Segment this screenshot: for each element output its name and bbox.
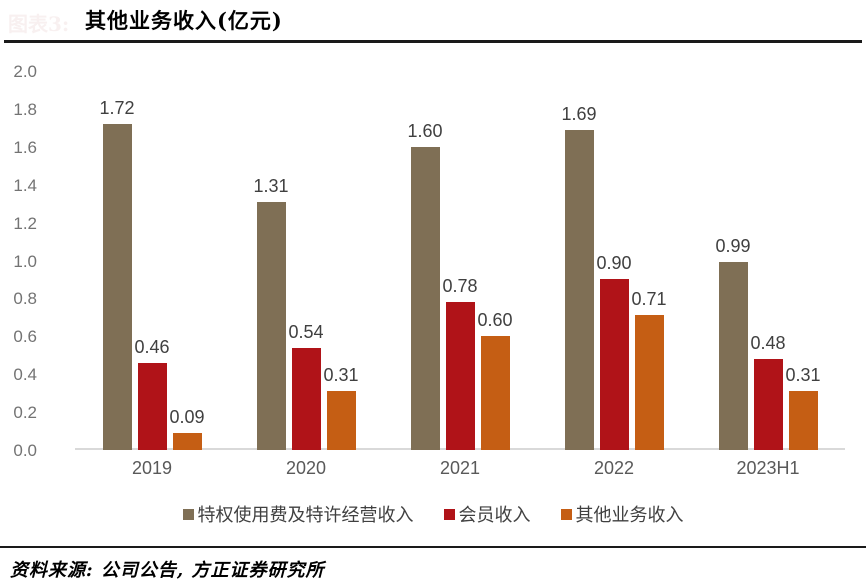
bar-value-label: 0.46: [134, 337, 170, 357]
bar-series-2: [291, 348, 321, 450]
legend-swatch-icon: [182, 508, 194, 520]
bar-series-1: [564, 130, 594, 450]
bar-value-label: 0.31: [323, 365, 359, 385]
legend-item-3: 其他业务收入: [560, 501, 684, 527]
bar-value-label: 0.48: [750, 333, 786, 353]
y-axis-tick-label: 2.0: [13, 62, 37, 81]
bar-series-2: [137, 363, 167, 450]
legend-swatch-icon: [443, 508, 455, 520]
bar-value-label: 0.78: [442, 276, 478, 296]
top-divider: [4, 40, 862, 43]
y-axis-tick-label: 1.0: [13, 251, 37, 271]
bar-value-label: 0.99: [715, 236, 751, 256]
bar-series-3: [172, 433, 202, 450]
bar-value-label: 1.72: [99, 98, 135, 118]
bar-value-label: 1.60: [407, 121, 443, 141]
bar-wrap: 0.60: [477, 311, 513, 450]
bar-value-label: 0.90: [596, 253, 632, 273]
y-axis-tick-label: 0.8: [13, 289, 37, 309]
bar-wrap: 0.78: [442, 277, 478, 450]
legend-item-2: 会员收入: [443, 501, 531, 527]
legend-label: 会员收入: [458, 505, 531, 525]
x-axis-label-2019: 2019: [131, 458, 173, 478]
bar-value-label: 0.60: [477, 310, 513, 330]
bar-wrap: 0.09: [169, 408, 205, 450]
bar-value-label: 0.54: [288, 322, 324, 342]
bar-wrap: 0.31: [785, 366, 821, 450]
bar-series-1: [256, 202, 286, 450]
y-axis-tick-label: 0.6: [13, 327, 37, 347]
bar-series-2: [599, 279, 629, 450]
bar-wrap: 1.72: [99, 99, 135, 450]
y-axis-tick-label: 1.8: [13, 99, 37, 119]
legend-item-1: 特权使用费及特许经营收入: [182, 501, 414, 527]
bar-series-1: [102, 124, 132, 450]
y-axis-tick-label: 1.4: [13, 175, 37, 195]
bar-wrap: 0.46: [134, 338, 170, 450]
bar-value-label: 1.69: [561, 104, 597, 124]
x-axis-labels: 2019 2020 2021 2022 2023H1: [75, 458, 845, 479]
bar-group-2023H1: 0.99 0.48 0.31: [691, 71, 845, 450]
bar-groups: 1.72 0.46 0.09 1.31 0.54 0.31 1.60 0.78 0.60 1.69…: [75, 71, 845, 450]
bar-wrap: 0.90: [596, 254, 632, 450]
bar-wrap: 0.71: [631, 290, 667, 450]
bar-group-2021: 1.60 0.78 0.60: [383, 71, 537, 450]
x-axis-label-2021: 2021: [439, 458, 481, 478]
bar-wrap: 0.31: [323, 366, 359, 450]
y-axis-tick-label: 0.4: [13, 365, 37, 385]
legend-label: 其他业务收入: [575, 505, 684, 525]
bar-group-2020: 1.31 0.54 0.31: [229, 71, 383, 450]
y-axis-tick-label: 1.2: [13, 213, 37, 233]
bar-group-2022: 1.69 0.90 0.71: [537, 71, 691, 450]
x-axis-label-2020: 2020: [285, 458, 327, 478]
bar-series-3: [480, 336, 510, 450]
bar-group-2019: 1.72 0.46 0.09: [75, 71, 229, 450]
bar-value-label: 0.09: [169, 407, 205, 427]
bar-series-3: [788, 391, 818, 450]
chart-legend: 特权使用费及特许经营收入 会员收入 其他业务收入: [0, 501, 866, 527]
y-axis-tick-label: 1.6: [13, 137, 37, 157]
bar-value-label: 0.31: [785, 365, 821, 385]
figure-number-label: 图表3:: [8, 12, 70, 36]
bottom-divider: [0, 546, 866, 548]
source-note: 资料来源: 公司公告, 方正证券研究所: [10, 560, 325, 581]
bar-wrap: 0.99: [715, 237, 751, 450]
bar-wrap: 1.60: [407, 122, 443, 450]
chart-title: 其他业务收入(亿元): [85, 8, 283, 33]
legend-label: 特权使用费及特许经营收入: [197, 505, 414, 525]
bar-series-1: [718, 262, 748, 450]
x-axis-label-2023H1: 2023H1: [736, 458, 800, 478]
bar-wrap: 1.69: [561, 105, 597, 450]
bar-series-3: [326, 391, 356, 450]
y-axis-tick-label: 0.2: [13, 403, 37, 423]
bar-wrap: 1.31: [253, 177, 289, 450]
x-axis-label-2022: 2022: [593, 458, 635, 478]
y-axis-tick-label: 0.0: [13, 441, 37, 460]
bar-value-label: 0.71: [631, 289, 667, 309]
bar-series-1: [410, 147, 440, 450]
bar-value-label: 1.31: [253, 176, 289, 196]
bar-series-2: [753, 359, 783, 450]
bar-series-2: [445, 302, 475, 450]
bar-series-3: [634, 315, 664, 450]
legend-swatch-icon: [560, 508, 572, 520]
bar-wrap: 0.48: [750, 334, 786, 450]
bar-wrap: 0.54: [288, 323, 324, 450]
